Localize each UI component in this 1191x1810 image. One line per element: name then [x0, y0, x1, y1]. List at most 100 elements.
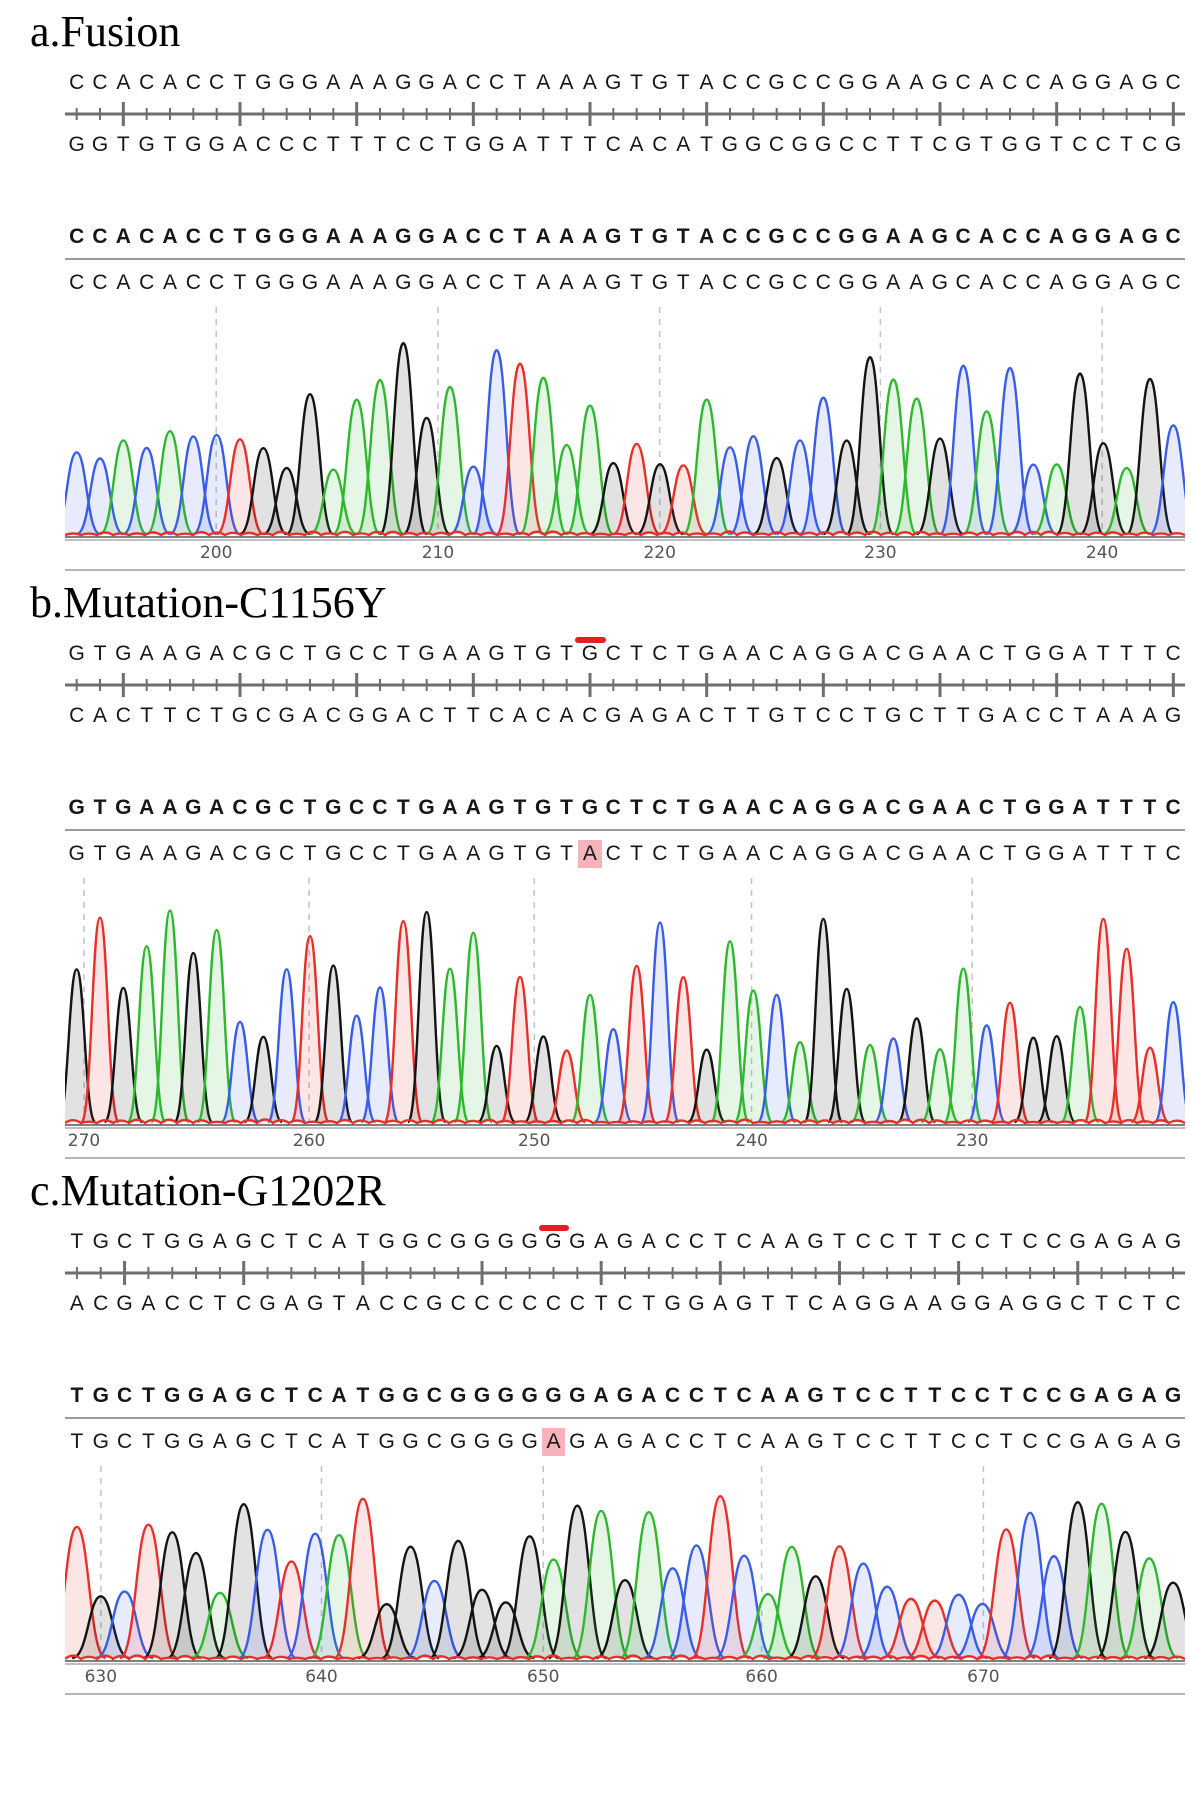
base: T — [350, 133, 364, 156]
base: T — [560, 796, 573, 819]
base: G — [497, 1230, 514, 1253]
base: G — [605, 225, 622, 248]
base: A — [1093, 1384, 1110, 1407]
base: C — [1048, 704, 1065, 727]
base: A — [331, 1384, 347, 1407]
base: T — [332, 1292, 346, 1315]
base: T — [583, 133, 597, 156]
base: C — [855, 1430, 871, 1453]
base: A — [699, 71, 714, 94]
base: G — [378, 1384, 395, 1407]
base: C — [879, 1384, 895, 1407]
base: C — [617, 1292, 633, 1315]
base: A — [582, 71, 597, 94]
separator-line — [65, 829, 1185, 831]
base: G — [278, 704, 295, 727]
base: T — [116, 133, 130, 156]
base: T — [933, 704, 947, 727]
base: C — [465, 71, 481, 94]
base: T — [513, 642, 527, 665]
base: G — [908, 642, 925, 665]
base: T — [1050, 133, 1063, 156]
base: A — [442, 271, 457, 294]
base: T — [513, 271, 527, 294]
base: T — [303, 642, 317, 665]
base: C — [838, 133, 855, 156]
base: G — [473, 1230, 491, 1253]
base: G — [1117, 1230, 1134, 1253]
base: G — [535, 842, 552, 865]
base: C — [1025, 271, 1041, 294]
base: A — [302, 704, 317, 727]
position-label: 200 — [199, 543, 233, 563]
base: G — [208, 133, 225, 156]
base: G — [92, 1230, 109, 1253]
base: G — [1048, 796, 1065, 819]
base: C — [139, 225, 155, 248]
base: T — [513, 842, 527, 865]
base: C — [1002, 71, 1018, 94]
base: G — [92, 1384, 109, 1407]
base: A — [641, 1384, 657, 1407]
base: G — [768, 704, 785, 727]
base: G — [426, 1292, 443, 1315]
base: A — [209, 842, 224, 865]
base: G — [68, 842, 85, 865]
base: A — [955, 796, 971, 819]
base: A — [326, 271, 341, 294]
base: G — [325, 642, 342, 665]
base: C — [139, 271, 155, 294]
base: A — [1072, 642, 1087, 665]
base: A — [979, 71, 994, 94]
base: C — [652, 842, 668, 865]
base: C — [279, 133, 295, 156]
base: A — [372, 225, 388, 248]
base: T — [443, 704, 457, 727]
base: G — [231, 704, 249, 727]
base: G — [301, 225, 319, 248]
base: A — [69, 1292, 84, 1315]
base: T — [833, 1430, 846, 1453]
base: G — [651, 271, 669, 294]
base: A — [698, 225, 715, 248]
base: T — [1120, 842, 1133, 865]
base: C — [259, 1430, 276, 1453]
base: G — [418, 796, 435, 819]
base: T — [70, 1384, 84, 1407]
base: T — [303, 842, 317, 865]
base: T — [785, 1292, 799, 1315]
base: G — [187, 1384, 205, 1407]
base: C — [259, 1384, 276, 1407]
base: T — [904, 1230, 918, 1253]
base: G — [521, 1230, 538, 1253]
base: G — [325, 842, 342, 865]
base: G — [488, 133, 505, 156]
base: C — [185, 225, 201, 248]
base: C — [1022, 1430, 1038, 1453]
base: A — [1049, 271, 1064, 294]
base: A — [349, 225, 365, 248]
base: C — [1022, 1230, 1038, 1253]
base: C — [1165, 842, 1181, 865]
base: C — [978, 642, 995, 665]
base: C — [885, 796, 901, 819]
base: G — [1071, 71, 1088, 94]
base: C — [488, 225, 505, 248]
base: C — [605, 796, 621, 819]
base: G — [861, 271, 878, 294]
base: A — [932, 796, 948, 819]
base: G — [1117, 1430, 1134, 1453]
base: C — [255, 133, 271, 156]
base: G — [807, 1430, 824, 1453]
spacer — [65, 159, 1185, 223]
base: A — [956, 842, 971, 865]
base: T — [630, 271, 643, 294]
base: G — [1024, 842, 1042, 865]
base: C — [1165, 796, 1181, 819]
base: G — [255, 842, 272, 865]
panel-title: a.Fusion — [30, 7, 181, 56]
base: G — [1069, 1384, 1086, 1407]
